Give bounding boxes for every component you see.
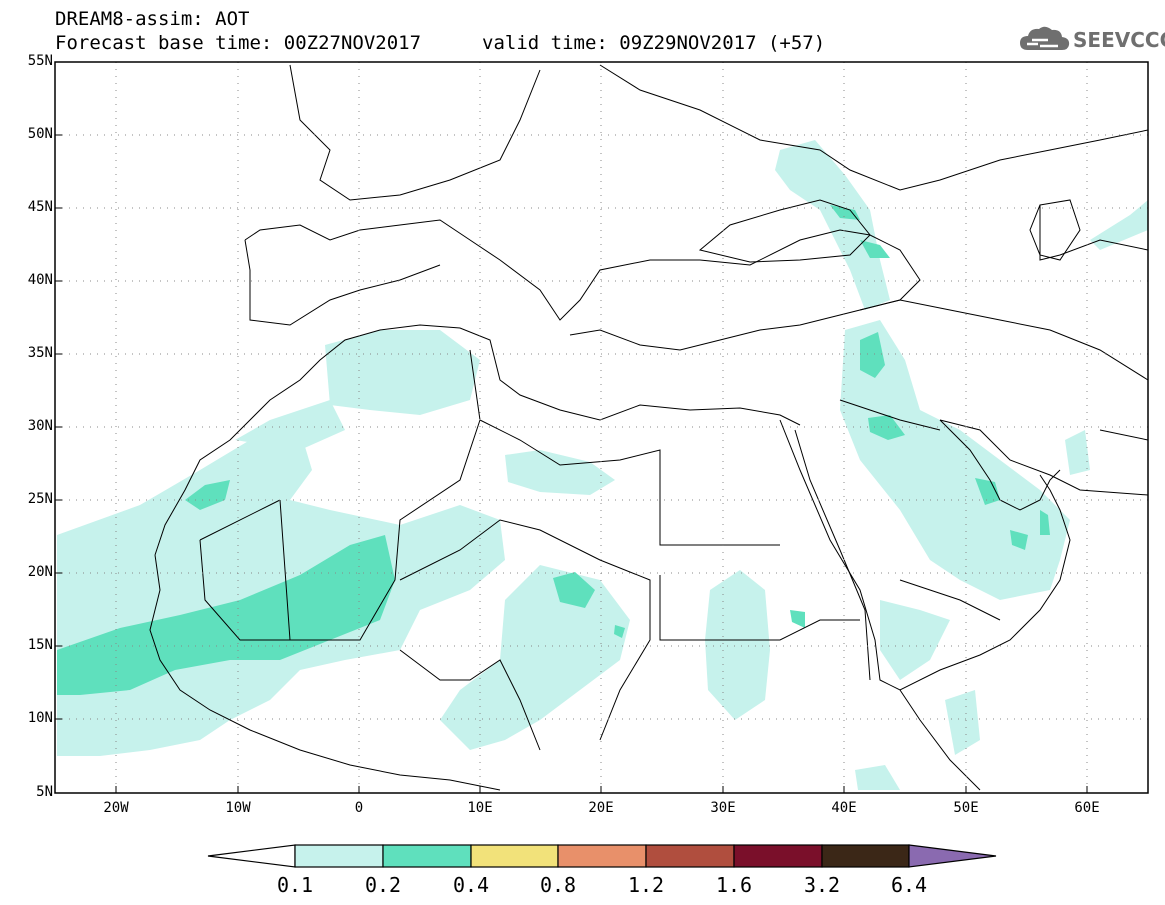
- colorbar-label: 0.4: [452, 873, 490, 897]
- lat-label: 30N: [27, 418, 53, 434]
- lon-label: 50E: [953, 800, 979, 816]
- map-title: DREAM8-assim: AOT: [55, 8, 250, 30]
- lon-label: 40E: [831, 800, 857, 816]
- aot-light-field: [57, 140, 1148, 790]
- colorbar-bin-7: [821, 844, 910, 868]
- lat-label: 35N: [27, 345, 53, 361]
- colorbar-label: 3.2: [803, 873, 841, 897]
- lon-label: 10W: [225, 800, 251, 816]
- lon-label: 20W: [103, 800, 129, 816]
- aot-medium-field: [57, 205, 1050, 695]
- colorbar-label: 0.2: [364, 873, 402, 897]
- colorbar-label: 0.8: [539, 873, 577, 897]
- lon-label: 10E: [467, 800, 493, 816]
- lon-label: 20E: [588, 800, 614, 816]
- lat-label: 40N: [27, 272, 53, 288]
- colorbar-bin-5: [645, 844, 735, 868]
- forecast-base-time: Forecast base time: 00Z27NOV2017: [55, 32, 422, 54]
- colorbar-bin-2: [382, 844, 472, 868]
- lon-label: 60E: [1074, 800, 1100, 816]
- colorbar-label: 0.1: [276, 873, 314, 897]
- colorbar-bin-3: [470, 844, 559, 868]
- colorbar-label: 6.4: [890, 873, 928, 897]
- lat-label: 45N: [27, 199, 53, 215]
- colorbar: [207, 844, 997, 868]
- lat-label: 55N: [27, 53, 53, 69]
- graticule: [55, 62, 1148, 793]
- lat-label: 15N: [27, 637, 53, 653]
- lat-label: 20N: [27, 564, 53, 580]
- lat-label: 50N: [27, 126, 53, 142]
- colorbar-under-triangle: [207, 844, 296, 868]
- lat-label: 5N: [36, 784, 53, 800]
- colorbar-over-triangle: [908, 844, 997, 868]
- cloud-logo-icon: [1020, 26, 1070, 50]
- lat-label: 10N: [27, 710, 53, 726]
- colorbar-bin-4: [557, 844, 647, 868]
- colorbar-label: 1.2: [627, 873, 665, 897]
- colorbar-bin-6: [733, 844, 823, 868]
- logo-text: SEEVCCC: [1073, 28, 1165, 52]
- colorbar-bin-1: [294, 844, 384, 868]
- seevccc-logo: SEEVCCC: [1018, 24, 1165, 56]
- lat-label: 25N: [27, 491, 53, 507]
- valid-time: valid time: 09Z29NOV2017 (+57): [482, 32, 826, 54]
- lon-label: 30E: [710, 800, 736, 816]
- lon-label: 0: [354, 800, 364, 816]
- frame-ticks: [55, 61, 1088, 793]
- colorbar-label: 1.6: [715, 873, 753, 897]
- coastlines: [149, 64, 1149, 791]
